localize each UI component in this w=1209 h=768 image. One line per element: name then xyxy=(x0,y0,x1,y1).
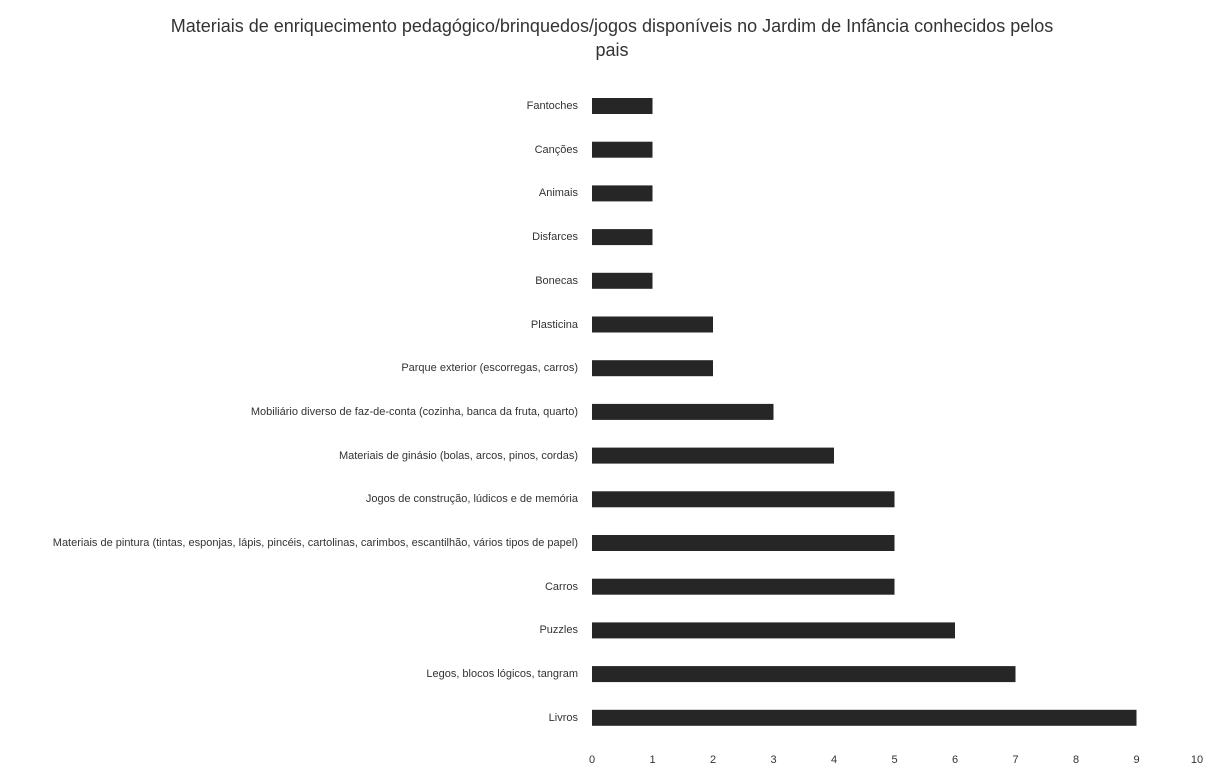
y-tick-label: Mobiliário diverso de faz-de-conta (cozi… xyxy=(250,405,578,418)
x-tick-label: 3 xyxy=(770,754,776,766)
y-tick-label: Legos, blocos lógicos, tangram xyxy=(426,668,578,681)
bar xyxy=(592,491,895,508)
bar xyxy=(592,229,653,246)
bar xyxy=(592,447,834,464)
y-tick-label: Carros xyxy=(544,580,578,593)
y-tick-label: Jogos de construção, lúdicos e de memóri… xyxy=(365,493,578,506)
y-tick-label: Bonecas xyxy=(535,274,578,287)
chart-title: Materiais de enriquecimento pedagógico/b… xyxy=(170,16,1054,60)
bar xyxy=(592,709,1137,726)
bar xyxy=(592,666,1016,683)
bar xyxy=(592,578,895,595)
bar xyxy=(592,141,653,158)
y-tick-label: Materiais de pintura (tintas, esponjas, … xyxy=(52,537,578,549)
x-tick-label: 5 xyxy=(891,754,897,766)
x-tick-label: 2 xyxy=(710,754,716,766)
y-tick-label: Canções xyxy=(534,143,578,156)
x-tick-label: 8 xyxy=(1073,754,1079,766)
y-tick-label: Livros xyxy=(548,711,578,724)
x-tick-label: 4 xyxy=(831,754,837,766)
x-tick-label: 6 xyxy=(952,754,958,766)
x-tick-label: 1 xyxy=(649,754,655,766)
bar xyxy=(592,316,713,333)
x-tick-label: 10 xyxy=(1191,754,1203,766)
y-tick-label: Disfarces xyxy=(532,231,578,244)
y-tick-label: Fantoches xyxy=(526,100,578,112)
x-tick-label: 9 xyxy=(1133,754,1139,766)
bar xyxy=(592,98,653,114)
bar xyxy=(592,403,774,420)
y-tick-label: Plasticina xyxy=(530,318,578,331)
x-tick-label: 7 xyxy=(1012,754,1018,766)
bar xyxy=(592,622,955,639)
bar xyxy=(592,185,653,202)
x-tick-label: 0 xyxy=(589,754,595,766)
y-tick-label: Materiais de ginásio (bolas, arcos, pino… xyxy=(338,449,578,462)
y-tick-label: Parque exterior (escorregas, carros) xyxy=(401,362,578,375)
bar xyxy=(592,272,653,289)
bar xyxy=(592,360,713,377)
bar xyxy=(592,535,895,551)
y-tick-label: Puzzles xyxy=(539,624,578,637)
y-tick-label: Animais xyxy=(538,187,578,200)
